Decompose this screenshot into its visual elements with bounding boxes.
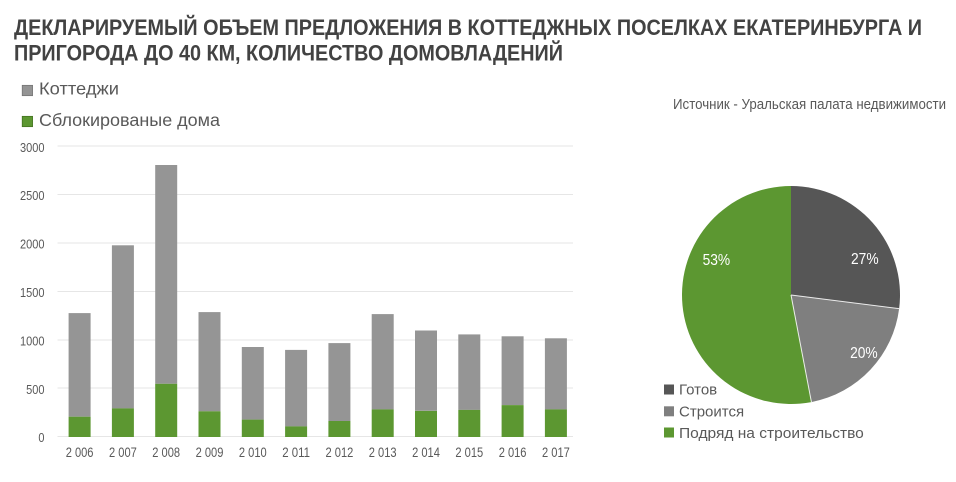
svg-text:20%: 20% (850, 345, 878, 362)
svg-text:2 017: 2 017 (542, 444, 570, 460)
svg-text:53%: 53% (703, 252, 731, 269)
svg-text:2 016: 2 016 (499, 444, 527, 460)
svg-text:1000: 1000 (20, 333, 45, 348)
svg-text:2 015: 2 015 (455, 444, 483, 460)
svg-text:27%: 27% (851, 251, 879, 268)
svg-text:ДЕКЛАРИРУЕМЫЙ ОБЪЕМ ПРЕДЛОЖЕНИ: ДЕКЛАРИРУЕМЫЙ ОБЪЕМ ПРЕДЛОЖЕНИЯ В КОТТЕД… (14, 15, 922, 40)
svg-text:2 012: 2 012 (326, 444, 354, 460)
svg-text:Коттеджи: Коттеджи (39, 79, 119, 99)
svg-text:2000: 2000 (20, 237, 45, 252)
svg-text:1500: 1500 (20, 285, 45, 300)
svg-text:2500: 2500 (20, 188, 45, 203)
svg-text:2 013: 2 013 (369, 444, 397, 460)
svg-text:2 008: 2 008 (152, 444, 180, 460)
svg-text:Сблокированые дома: Сблокированые дома (39, 110, 220, 130)
svg-text:2 014: 2 014 (412, 444, 440, 460)
svg-text:Строится: Строится (679, 404, 744, 421)
svg-text:Источник - Уральская палата не: Источник - Уральская палата недвижимости (673, 96, 946, 113)
svg-text:2 011: 2 011 (282, 444, 310, 460)
svg-text:2 006: 2 006 (66, 444, 94, 460)
svg-text:ПРИГОРОДА ДО 40 КМ, КОЛИЧЕСТВО: ПРИГОРОДА ДО 40 КМ, КОЛИЧЕСТВО ДОМОВЛАДЕ… (14, 41, 563, 66)
svg-text:0: 0 (38, 430, 44, 445)
svg-text:Подряд на строительство: Подряд на строительство (679, 425, 864, 442)
svg-text:3000: 3000 (20, 140, 45, 155)
svg-text:2 010: 2 010 (239, 444, 267, 460)
svg-text:2 007: 2 007 (109, 444, 137, 460)
svg-text:2 009: 2 009 (196, 444, 224, 460)
svg-text:Готов: Готов (679, 382, 717, 399)
svg-text:500: 500 (26, 382, 44, 397)
